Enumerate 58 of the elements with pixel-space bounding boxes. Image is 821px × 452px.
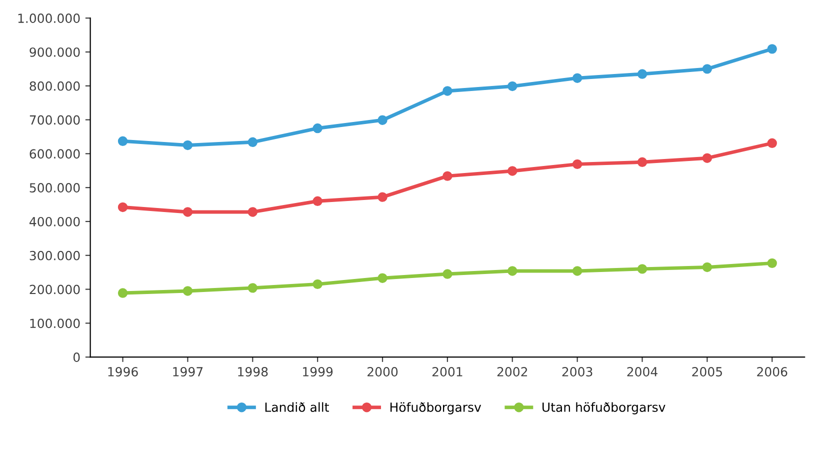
x-tick-label: 1996 <box>108 367 138 376</box>
y-tick-label: 400.000 <box>30 216 80 226</box>
x-tick-label: 2006 <box>757 367 788 376</box>
point <box>118 202 128 212</box>
point <box>702 64 712 74</box>
y-tick-label: 1.000.000 <box>18 14 80 24</box>
y-tick-label: 700.000 <box>30 115 80 125</box>
point <box>767 258 777 268</box>
x-tick-label: 2005 <box>692 367 722 376</box>
point <box>767 138 777 148</box>
point <box>702 262 712 272</box>
y-tick-label: 600.000 <box>30 149 80 159</box>
point <box>118 136 128 146</box>
point <box>118 288 128 298</box>
y-tick-label: 800.000 <box>30 81 80 91</box>
point <box>508 266 518 276</box>
legend-label: Utan höfuðborgarsv <box>542 402 666 414</box>
x-tick-label: 2000 <box>368 367 398 376</box>
point <box>248 207 258 217</box>
x-tick-label: 1999 <box>303 367 333 376</box>
point <box>312 279 322 290</box>
y-tick-label: 200.000 <box>30 284 80 294</box>
y-tick-label: 500.000 <box>30 183 80 193</box>
point <box>248 283 258 293</box>
point <box>182 140 193 150</box>
x-tick-label: 1998 <box>238 367 268 376</box>
point <box>182 207 193 217</box>
point <box>508 166 518 176</box>
y-tick-label: 100.000 <box>30 318 80 328</box>
point <box>767 44 777 54</box>
x-tick-label: 2002 <box>497 367 528 376</box>
point <box>442 171 452 181</box>
point <box>572 159 582 170</box>
point <box>637 264 648 274</box>
x-tick-label: 2003 <box>562 367 592 376</box>
point <box>572 266 582 276</box>
x-tick-label: 2001 <box>432 367 462 376</box>
y-tick-label: 300.000 <box>30 250 80 260</box>
point <box>442 86 452 96</box>
point <box>378 115 388 125</box>
legend-label: Landið allt <box>265 402 329 412</box>
point <box>637 157 648 168</box>
legend-label: Höfuðborgarsv <box>390 402 482 414</box>
point <box>378 192 388 202</box>
y-tick-label: 900.000 <box>30 47 80 57</box>
point <box>378 273 388 283</box>
point <box>248 137 258 148</box>
point <box>702 153 712 163</box>
x-tick-label: 1997 <box>173 367 203 376</box>
y-tick-label: 0 <box>73 352 80 362</box>
point <box>442 269 452 279</box>
x-tick-label: 2004 <box>627 367 658 376</box>
point <box>312 196 322 206</box>
point <box>508 81 518 92</box>
point <box>312 123 322 134</box>
point <box>637 69 648 79</box>
point <box>182 286 193 296</box>
point <box>572 73 582 83</box>
